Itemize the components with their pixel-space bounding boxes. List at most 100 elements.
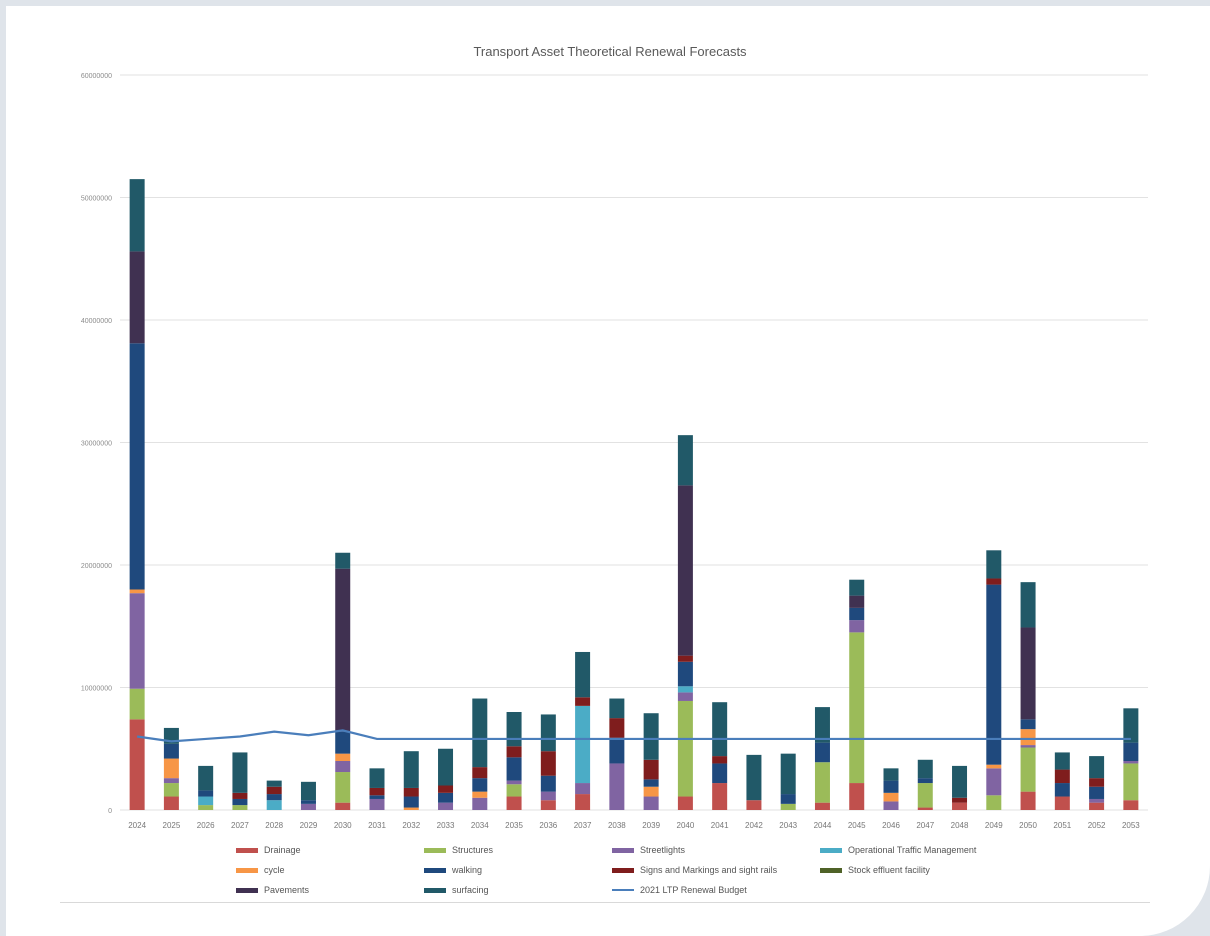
bar-segment bbox=[232, 799, 247, 805]
x-tick-label: 2048 bbox=[951, 821, 969, 830]
bar-segment bbox=[609, 699, 624, 719]
bar-segment bbox=[849, 580, 864, 596]
bar-segment bbox=[712, 756, 727, 763]
bar-segment bbox=[1021, 627, 1036, 719]
bar-segment bbox=[541, 800, 556, 810]
bar-segment bbox=[370, 788, 385, 795]
bar-segment bbox=[575, 697, 590, 706]
bar-segment bbox=[575, 706, 590, 783]
bar-segment bbox=[335, 772, 350, 803]
legend-item: Stock effluent facility bbox=[820, 860, 996, 880]
bar-segment bbox=[884, 768, 899, 780]
x-tick-label: 2047 bbox=[916, 821, 934, 830]
bar-segment bbox=[918, 778, 933, 783]
bar-segment bbox=[370, 768, 385, 788]
bar-segment bbox=[232, 805, 247, 810]
bar-segment bbox=[644, 779, 659, 786]
bar-segment bbox=[130, 689, 145, 720]
legend-label: cycle bbox=[264, 865, 285, 875]
y-tick-label: 40000000 bbox=[81, 318, 112, 325]
bar-segment bbox=[130, 590, 145, 594]
legend-label: Structures bbox=[452, 845, 493, 855]
y-tick-label: 60000000 bbox=[81, 73, 112, 80]
bar-segment bbox=[438, 786, 453, 793]
legend-item: walking bbox=[424, 860, 612, 880]
bar-segment bbox=[472, 767, 487, 778]
legend-swatch bbox=[424, 888, 446, 893]
bar-segment bbox=[232, 793, 247, 799]
bar-segment bbox=[1055, 797, 1070, 810]
bar-segment bbox=[130, 719, 145, 810]
bar-segment bbox=[712, 763, 727, 783]
bar-segment bbox=[335, 803, 350, 810]
bar-segment bbox=[918, 783, 933, 808]
x-tick-label: 2053 bbox=[1122, 821, 1140, 830]
bar-segment bbox=[130, 593, 145, 689]
x-tick-label: 2045 bbox=[848, 821, 866, 830]
legend-item: 2021 LTP Renewal Budget bbox=[612, 880, 820, 900]
y-axis-ticks: 0100000002000000030000000400000005000000… bbox=[81, 73, 112, 815]
x-tick-label: 2032 bbox=[402, 821, 420, 830]
bar-segment bbox=[130, 179, 145, 251]
bar-segment bbox=[1055, 752, 1070, 769]
bar-segment bbox=[849, 783, 864, 810]
bar-segment bbox=[541, 792, 556, 801]
bars bbox=[130, 179, 1139, 810]
bar-segment bbox=[986, 550, 1001, 578]
x-tick-label: 2046 bbox=[882, 821, 900, 830]
bar-segment bbox=[1123, 743, 1138, 761]
bar-segment bbox=[986, 578, 1001, 584]
bar-segment bbox=[335, 754, 350, 761]
x-tick-label: 2026 bbox=[197, 821, 215, 830]
legend-label: 2021 LTP Renewal Budget bbox=[640, 885, 747, 895]
bar-segment bbox=[130, 251, 145, 343]
bar-segment bbox=[541, 714, 556, 751]
bar-segment bbox=[267, 794, 282, 800]
x-tick-label: 2049 bbox=[985, 821, 1003, 830]
bar-segment bbox=[130, 343, 145, 589]
bar-segment bbox=[952, 766, 967, 798]
x-tick-label: 2038 bbox=[608, 821, 626, 830]
x-tick-label: 2030 bbox=[334, 821, 352, 830]
legend-label: Drainage bbox=[264, 845, 301, 855]
bar-segment bbox=[575, 652, 590, 697]
bar-segment bbox=[678, 797, 693, 810]
bar-segment bbox=[849, 632, 864, 783]
bar-segment bbox=[712, 702, 727, 756]
x-tick-label: 2043 bbox=[779, 821, 797, 830]
bar-segment bbox=[746, 800, 761, 810]
bar-segment bbox=[404, 751, 419, 788]
bar-segment bbox=[335, 732, 350, 754]
bar-segment bbox=[438, 749, 453, 786]
bar-segment bbox=[1021, 745, 1036, 747]
bar-segment bbox=[746, 755, 761, 800]
y-tick-label: 10000000 bbox=[81, 686, 112, 693]
bar-segment bbox=[541, 751, 556, 776]
legend-label: walking bbox=[452, 865, 482, 875]
legend-swatch bbox=[236, 848, 258, 853]
bar-segment bbox=[1123, 708, 1138, 742]
bar-segment bbox=[678, 692, 693, 701]
x-tick-label: 2028 bbox=[265, 821, 283, 830]
legend-divider bbox=[60, 902, 1150, 903]
x-tick-label: 2040 bbox=[677, 821, 695, 830]
bar-segment bbox=[164, 783, 179, 796]
bar-segment bbox=[609, 718, 624, 738]
legend-swatch bbox=[612, 889, 634, 891]
bar-segment bbox=[849, 608, 864, 620]
bar-segment bbox=[301, 782, 316, 800]
legend-label: Operational Traffic Management bbox=[848, 845, 976, 855]
bar-segment bbox=[472, 798, 487, 810]
x-axis-ticks: 2024 2025 2026 2027 2028 2029 2030 2031 2032 2033… bbox=[128, 821, 1140, 830]
legend-swatch bbox=[820, 868, 842, 873]
x-tick-label: 2034 bbox=[471, 821, 489, 830]
x-tick-label: 2039 bbox=[642, 821, 660, 830]
bar-segment bbox=[678, 656, 693, 662]
bar-segment bbox=[815, 743, 830, 763]
bar-segment bbox=[644, 713, 659, 760]
bar-segment bbox=[267, 800, 282, 810]
bar-segment bbox=[952, 803, 967, 810]
bar-segment bbox=[678, 701, 693, 797]
bar-segment bbox=[370, 799, 385, 810]
legend-label: Signs and Markings and sight rails bbox=[640, 865, 777, 875]
